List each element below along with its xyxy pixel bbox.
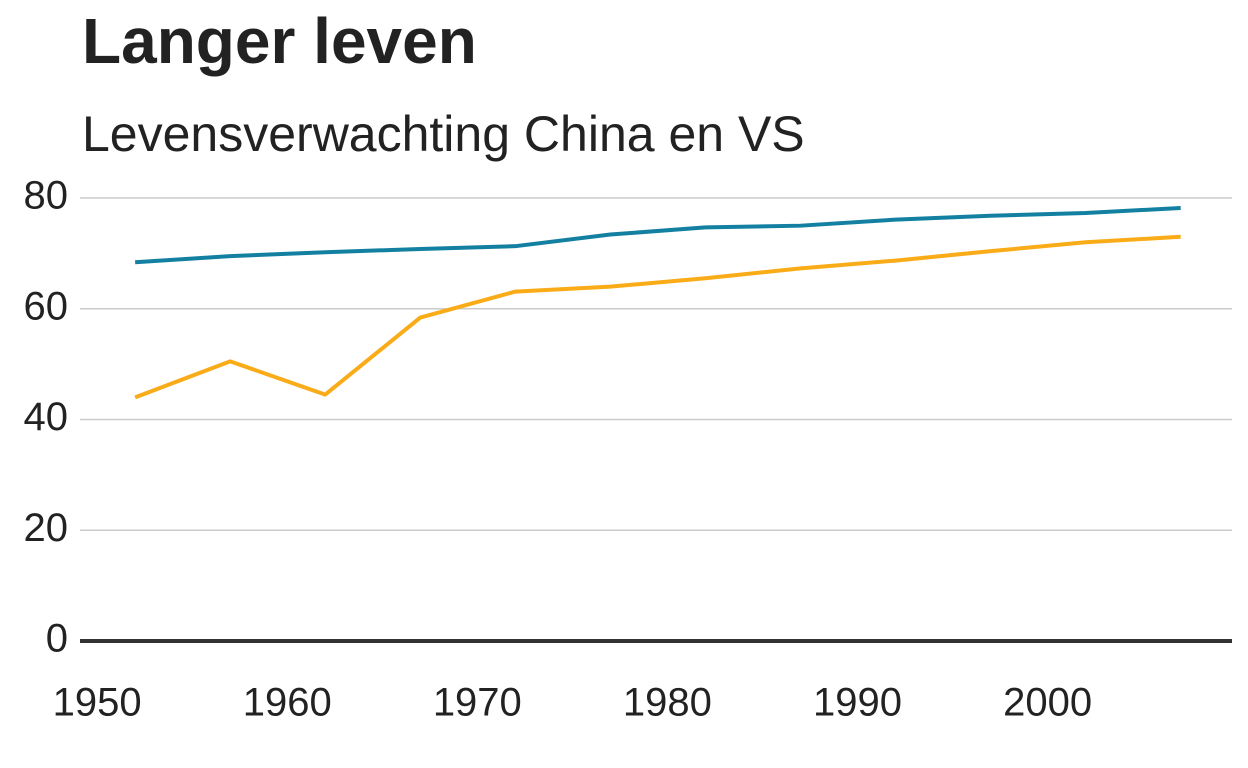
series-line: [135, 205, 1181, 265]
x-tick-label: 1980: [623, 681, 712, 725]
series-line: [134, 234, 1181, 400]
y-tick-label: 0: [46, 617, 68, 661]
y-tick-label: 60: [24, 284, 69, 328]
chart-subtitle: Levensverwachting China en VS: [82, 106, 805, 162]
x-tick-label: 1970: [433, 681, 522, 725]
y-tick-label: 40: [24, 395, 69, 439]
x-tick-label: 1950: [53, 681, 142, 725]
x-tick-label: 2000: [1003, 681, 1092, 725]
x-tick-label: 1990: [813, 681, 902, 725]
x-tick-label: 1960: [243, 681, 332, 725]
chart-title: Langer leven: [82, 5, 477, 77]
y-tick-label: 80: [24, 174, 69, 218]
y-tick-label: 20: [24, 506, 69, 550]
